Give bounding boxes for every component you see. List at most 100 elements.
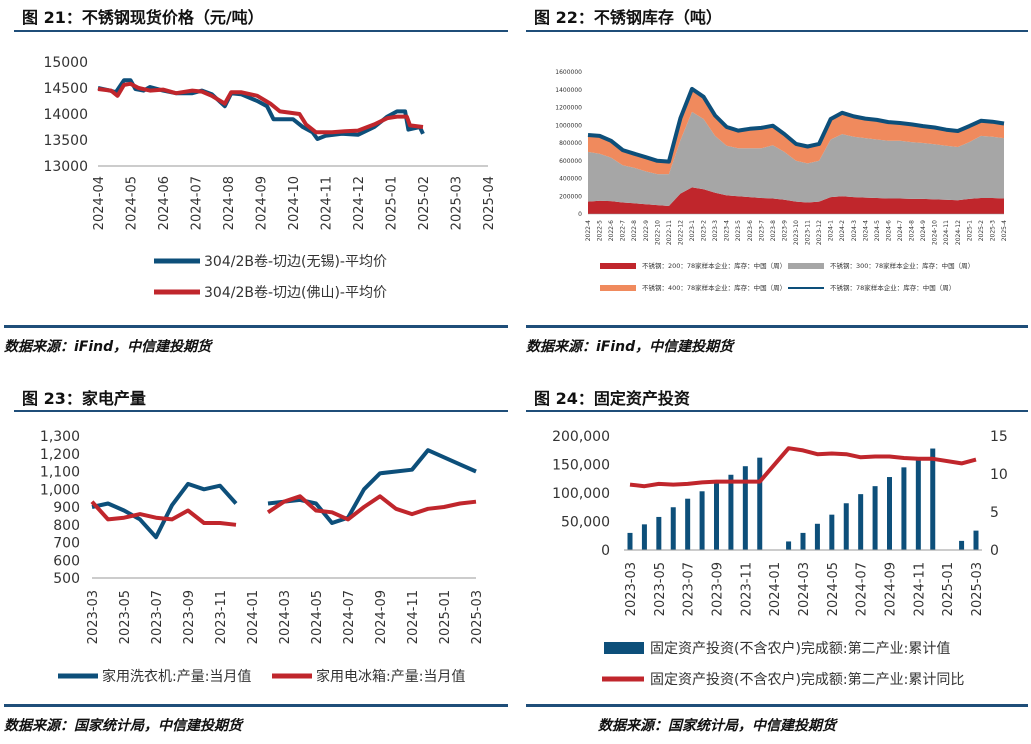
bar bbox=[800, 532, 806, 550]
x-tick-label: 2024-5 bbox=[874, 220, 881, 241]
x-tick-label: 2024-6 bbox=[885, 220, 892, 241]
x-tick-label: 2023-07 bbox=[150, 590, 165, 644]
x-tick-label: 2025-03 bbox=[450, 176, 465, 230]
bar bbox=[670, 507, 676, 550]
chart-22-bottom-rule bbox=[526, 325, 1028, 328]
x-tick-label: 2024-1 bbox=[828, 220, 835, 241]
bar bbox=[699, 491, 705, 550]
x-tick-label: 2024-07 bbox=[190, 176, 205, 230]
x-tick-label: 2025-3 bbox=[989, 220, 996, 241]
x-tick-label: 2025-03 bbox=[970, 562, 985, 616]
y-tick-label: 14500 bbox=[43, 81, 88, 97]
x-tick-label: 2024-10 bbox=[932, 220, 939, 245]
x-tick-label: 2022-12 bbox=[677, 220, 684, 245]
bar bbox=[959, 540, 965, 550]
chart-21: 13000 13500 14000 14500 15000 2024-04 2024-05 2… bbox=[43, 55, 497, 301]
y-tick-label: 1200000 bbox=[555, 105, 582, 112]
bar bbox=[829, 514, 835, 550]
x-tick-label: 2023-6 bbox=[747, 220, 754, 241]
x-tick-label: 2023-05 bbox=[118, 590, 133, 644]
x-tick-label: 2022-7 bbox=[620, 220, 627, 241]
y-tick-label: 13500 bbox=[43, 133, 88, 149]
bar bbox=[757, 457, 763, 550]
x-tick-label: 2024-9 bbox=[920, 220, 927, 241]
legend-label-1: 不锈钢：300：78家样本企业：库存：中国（周） bbox=[830, 261, 974, 270]
chart-24-top-rule bbox=[526, 410, 1028, 412]
x-tick-label: 2023-09 bbox=[711, 562, 726, 616]
chart-22-top-rule bbox=[526, 30, 1028, 32]
chart-21-title: 图 21：不锈钢现货价格（元/吨） bbox=[22, 8, 264, 27]
area-series-2 bbox=[588, 88, 1004, 175]
bar bbox=[887, 477, 892, 550]
x-tick-label: 2025-4 bbox=[1001, 220, 1008, 241]
y-tick-label: 500 bbox=[53, 571, 80, 587]
x-tick-label: 2023-11 bbox=[739, 562, 754, 616]
y-tick-label: 1,100 bbox=[40, 465, 80, 481]
chart-24: 0 50,000 100,000 150,000 200,000 0 5 10 15 2023-0… bbox=[552, 429, 1008, 688]
x-tick-label: 2025-04 bbox=[482, 176, 497, 230]
legend-label-1: 固定资产投资(不含农户)完成额:第二产业:累计同比 bbox=[650, 671, 964, 688]
series-line-yoy bbox=[629, 446, 977, 489]
bar bbox=[973, 530, 979, 550]
x-tick-label: 2025-01 bbox=[941, 562, 956, 616]
x-tick-label: 2023-05 bbox=[653, 562, 668, 616]
x-tick-label: 2025-01 bbox=[438, 590, 453, 644]
y-tick-label: 14000 bbox=[43, 107, 88, 123]
x-tick-label: 2024-11 bbox=[912, 562, 927, 616]
chart-22-source: 数据来源：iFind，中信建投期货 bbox=[526, 339, 734, 355]
x-tick-label: 2024-08 bbox=[222, 176, 237, 230]
y-tick-label: 1400000 bbox=[555, 87, 582, 94]
x-tick-label: 2024-05 bbox=[125, 176, 140, 230]
bar bbox=[901, 467, 907, 550]
x-tick-label: 2024-7 bbox=[897, 220, 904, 241]
y-tick-label: 700 bbox=[53, 536, 80, 552]
y-tick-label: 200000 bbox=[559, 193, 582, 200]
legend-label-0: 固定资产投资(不含农户)完成额:第二产业:累计值 bbox=[650, 640, 950, 657]
y2-tick-label: 0 bbox=[990, 543, 999, 559]
x-tick-label: 2025-03 bbox=[470, 590, 485, 644]
x-tick-label: 2024-10 bbox=[287, 176, 302, 230]
bar bbox=[786, 541, 792, 550]
series-line-0 bbox=[91, 448, 477, 540]
chart-24-bottom-rule bbox=[526, 704, 1028, 707]
legend-swatch-1 bbox=[788, 263, 824, 269]
x-tick-label: 2025-01 bbox=[385, 176, 400, 230]
x-tick-label: 2024-03 bbox=[797, 562, 812, 616]
y-tick-label: 1,200 bbox=[40, 447, 80, 463]
chart-23-title: 图 23：家电产量 bbox=[22, 389, 146, 408]
series-line-1 bbox=[90, 494, 477, 527]
bar bbox=[814, 523, 820, 550]
chart-21-source: 数据来源：iFind，中信建投期货 bbox=[4, 339, 212, 355]
bar bbox=[685, 498, 691, 550]
x-tick-label: 2023-07 bbox=[682, 562, 697, 616]
x-tick-label: 2023-03 bbox=[624, 562, 639, 616]
x-tick-label: 2024-09 bbox=[255, 176, 270, 230]
bar bbox=[641, 524, 647, 550]
bar bbox=[656, 516, 662, 550]
x-tick-label: 2024-01 bbox=[246, 590, 261, 644]
x-tick-label: 2022-11 bbox=[666, 220, 673, 245]
x-tick-label: 2022-5 bbox=[597, 220, 604, 241]
chart-24-source: 数据来源：国家统计局，中信建投期货 bbox=[598, 718, 836, 734]
y-tick-label: 400000 bbox=[559, 176, 582, 183]
x-tick-label: 2022-9 bbox=[643, 220, 650, 241]
bar bbox=[915, 458, 921, 550]
chart-21-bottom-rule bbox=[4, 325, 508, 328]
x-tick-label: 2024-11 bbox=[406, 590, 421, 644]
x-tick-label: 2024-09 bbox=[374, 590, 389, 644]
chart-22: 0 200000 400000 600000 800000 1000000 1200000 1… bbox=[555, 69, 1008, 292]
x-tick-label: 2022-4 bbox=[585, 220, 592, 241]
y-tick-label: 900 bbox=[53, 500, 80, 516]
x-tick-label: 2024-04 bbox=[92, 176, 107, 230]
area-series-0 bbox=[588, 187, 1004, 214]
x-tick-label: 2024-07 bbox=[855, 562, 870, 616]
y-tick-label: 15000 bbox=[43, 55, 88, 71]
chart-23-bottom-rule bbox=[4, 704, 508, 707]
legend-swatch-0 bbox=[600, 263, 636, 269]
legend-label-0: 不锈钢：200：78家样本企业：库存：中国（周） bbox=[642, 261, 786, 270]
x-tick-label: 2023-09 bbox=[182, 590, 197, 644]
bar bbox=[872, 486, 878, 550]
bar bbox=[843, 503, 849, 550]
chart-23-source: 数据来源：国家统计局，中信建投期货 bbox=[4, 718, 242, 734]
